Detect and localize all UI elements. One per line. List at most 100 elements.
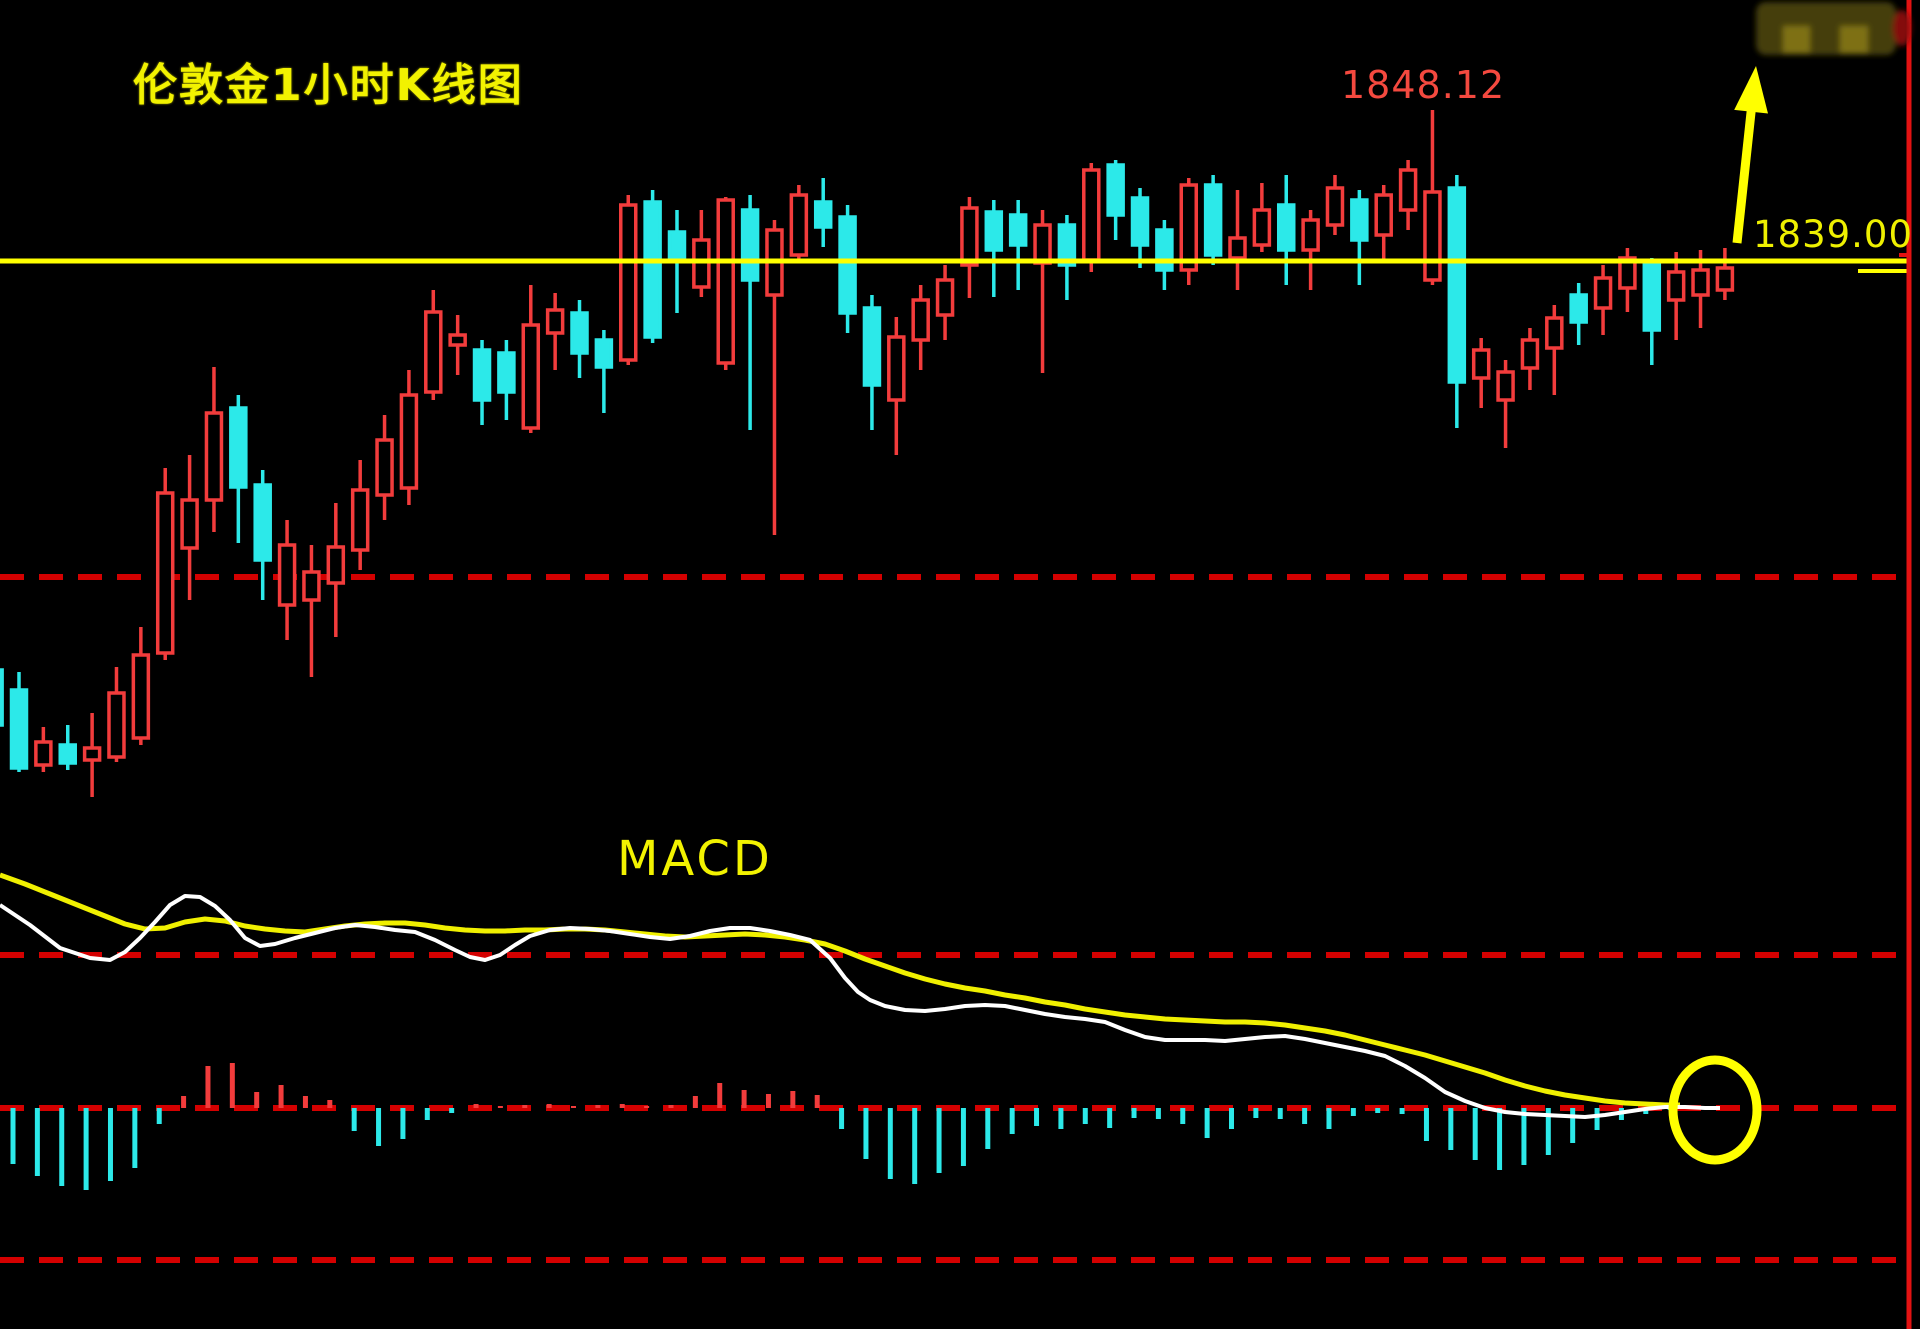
candle-body <box>448 333 467 347</box>
candle-body <box>1496 370 1515 402</box>
watermark-square <box>1840 26 1868 53</box>
candle-body <box>1130 196 1150 247</box>
candle-body <box>1325 186 1345 227</box>
candle-up <box>1471 338 1491 408</box>
candle-down <box>1106 160 1125 240</box>
candle-up <box>1666 252 1686 340</box>
candle-body <box>570 311 589 355</box>
candle-up <box>1496 360 1515 448</box>
candle-down <box>984 200 1004 297</box>
candle-up <box>1545 305 1564 395</box>
candle-up <box>1252 183 1272 252</box>
candle-down <box>838 205 857 333</box>
candle-down <box>1008 200 1028 290</box>
candle-down <box>1057 215 1077 300</box>
candle-down <box>9 672 29 772</box>
candle-body <box>984 210 1004 252</box>
candle-body <box>1374 193 1393 237</box>
candle-up <box>302 545 321 677</box>
price-axis-line <box>1906 0 1912 1329</box>
candle-body <box>813 200 833 229</box>
candle-up <box>1179 178 1199 285</box>
candle-body <box>1691 268 1710 297</box>
candle-body <box>131 653 151 740</box>
candle-up <box>1423 110 1442 285</box>
candle-body <box>472 348 492 402</box>
candle-body <box>911 298 930 342</box>
candle-body <box>1666 270 1686 302</box>
candle-body <box>1350 198 1369 242</box>
candle-body <box>594 338 614 369</box>
candle-body <box>1618 256 1637 290</box>
macd-dea-line <box>0 872 1680 1108</box>
candle-down <box>497 340 516 420</box>
candle-down <box>472 340 492 425</box>
candle-body <box>960 206 979 267</box>
candle-down <box>643 190 662 343</box>
candle-body <box>1203 183 1223 257</box>
candle-body <box>740 208 760 282</box>
candle-body <box>58 743 77 765</box>
watermark-square <box>1783 26 1810 53</box>
candle-body <box>1642 263 1662 332</box>
candle-up <box>692 210 711 297</box>
candle-down <box>1130 188 1150 268</box>
candle-down <box>1447 175 1467 428</box>
candle-up <box>960 197 979 298</box>
macd-indicator-label: MACD <box>617 831 773 887</box>
candle-up <box>619 195 638 365</box>
candle-up <box>326 503 346 637</box>
candle-down <box>0 668 4 727</box>
candle-up <box>350 460 370 570</box>
candle-up <box>1033 210 1052 373</box>
candle-up <box>399 370 419 505</box>
candle-up <box>424 290 443 400</box>
candle-body <box>1398 168 1418 212</box>
candle-up <box>1715 248 1735 300</box>
candle-body <box>1471 348 1491 380</box>
candle-body <box>619 203 638 362</box>
candle-body <box>9 688 29 770</box>
candle-body <box>1082 168 1101 262</box>
candle-up <box>1374 185 1393 260</box>
macd-histogram <box>10 1063 1673 1190</box>
candle-up <box>1520 328 1540 390</box>
candle-up <box>1301 210 1320 290</box>
candle-body <box>1008 213 1028 247</box>
up-arrow-shaft <box>1732 105 1757 244</box>
candle-down <box>1276 175 1296 285</box>
candle-down <box>1642 258 1662 365</box>
candle-body <box>1423 190 1442 282</box>
macd-cross-highlight-circle <box>1668 1055 1762 1165</box>
candle-down <box>58 725 77 770</box>
candle-body <box>302 570 321 602</box>
candle-body <box>1301 218 1320 252</box>
candle-up <box>1618 248 1637 312</box>
candle-up <box>277 520 297 640</box>
candle-body <box>716 198 735 365</box>
candle-body <box>107 691 126 759</box>
candle-body <box>1276 203 1296 252</box>
candle-down <box>1155 220 1174 290</box>
candle-body <box>935 278 955 317</box>
candle-down <box>1350 190 1369 285</box>
candle-up <box>935 265 955 340</box>
candle-body <box>34 740 53 767</box>
candle-down <box>813 178 833 247</box>
candle-body <box>1228 236 1247 260</box>
candle-body <box>277 543 297 607</box>
candle-up <box>375 415 394 520</box>
candle-body <box>326 545 346 585</box>
candle-body <box>0 668 4 727</box>
candle-body <box>375 438 394 497</box>
candle-body <box>1179 183 1199 272</box>
candle-body <box>229 406 248 489</box>
candle-up <box>911 285 930 370</box>
candle-up <box>521 285 541 433</box>
candle-down <box>570 300 589 378</box>
macd-dif-line <box>0 894 1720 1119</box>
candle-body <box>667 230 687 259</box>
candle-body <box>399 393 419 490</box>
candle-body <box>838 215 857 315</box>
